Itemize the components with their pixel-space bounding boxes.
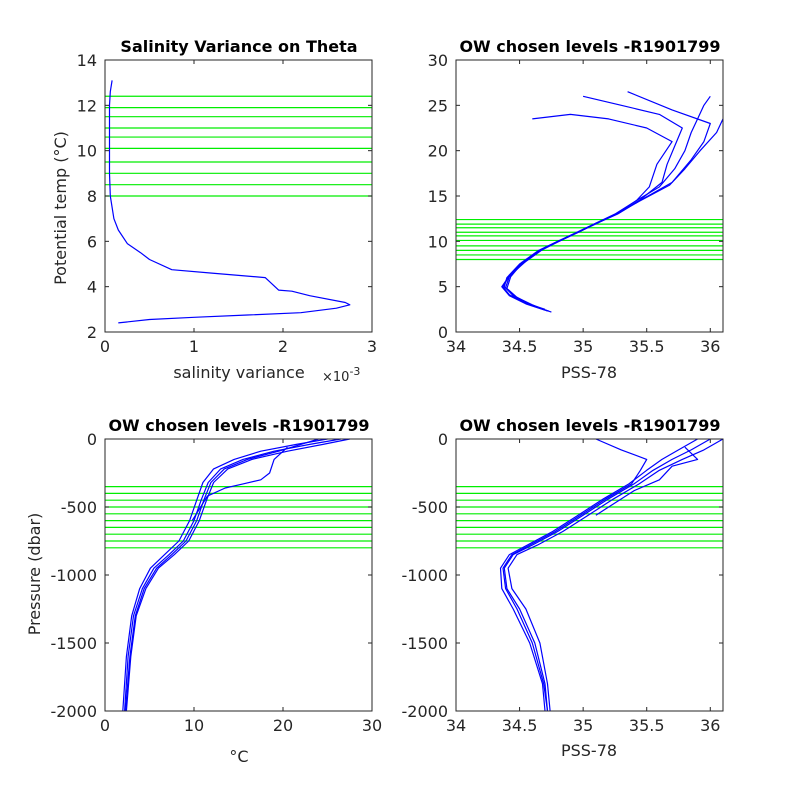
y-tick-label-3-3: -500: [61, 498, 97, 517]
panel-2-xlabel: PSS-78: [561, 363, 617, 382]
profile-line-3-2: [122, 438, 328, 712]
y-tick-label-2-1: 5: [438, 278, 448, 297]
profile-line-3-1: [125, 438, 350, 712]
panel-1-x-multiplier: ×10-3: [322, 365, 360, 385]
x-tick-label-2-0: 34: [446, 337, 466, 356]
axes-box-2: [455, 59, 724, 333]
x-tick-label-4-3: 35.5: [629, 716, 665, 735]
profile-line-2-4: [505, 91, 711, 312]
x-tick-label-1-2: 2: [278, 337, 288, 356]
panel-1-x-multiplier-base: ×10: [322, 370, 349, 385]
x-tick-label-4-2: 35: [573, 716, 593, 735]
y-tick-label-2-3: 15: [428, 187, 448, 206]
x-tick-label-2-3: 35.5: [629, 337, 665, 356]
y-tick-label-2-4: 20: [428, 142, 448, 161]
panel-3-title: OW chosen levels -R1901799: [108, 416, 369, 435]
profile-line-4-1: [499, 438, 698, 712]
panel-pressure-temperature: OW chosen levels -R1901799 0 10 20 30 -2000 -…: [25, 416, 382, 766]
x-tick-label-1-0: 0: [100, 337, 110, 356]
axes-box-3: [104, 438, 373, 712]
profile-line-2-3: [501, 113, 673, 311]
panel-3-xlabel: °C: [229, 747, 248, 766]
y-tick-label-3-0: -2000: [51, 702, 98, 721]
profile-line-1-0: [108, 80, 351, 324]
x-tick-label-2-2: 35: [573, 337, 593, 356]
panel-1-ylabel: Potential temp (°C): [51, 131, 70, 285]
x-tick-label-3-1: 10: [184, 716, 204, 735]
panel-4-plot: 34 34.5 35 35.5 36 -2000 -1500 -1000 -500 0: [402, 430, 724, 735]
y-tick-label-2-6: 30: [428, 51, 448, 70]
profile-line-2-1: [502, 95, 683, 310]
profile-line-4-0: [503, 438, 711, 712]
panel-theta-salinity: OW chosen levels -R1901799 34 34.5 35 35.5 3…: [428, 37, 724, 382]
x-tick-label-3-0: 0: [100, 716, 110, 735]
y-tick-label-4-2: -1000: [402, 566, 449, 585]
y-tick-label-4-1: -1500: [402, 634, 449, 653]
y-tick-label-1-5: 12: [77, 96, 97, 115]
profile-line-3-0: [124, 438, 342, 712]
y-tick-label-2-5: 25: [428, 96, 448, 115]
x-tick-label-4-1: 34.5: [502, 716, 538, 735]
y-tick-label-4-3: -500: [412, 498, 448, 517]
y-tick-label-1-4: 10: [77, 142, 97, 161]
panel-2-title: OW chosen levels -R1901799: [459, 37, 720, 56]
x-tick-label-4-0: 34: [446, 716, 466, 735]
y-tick-label-1-6: 14: [77, 51, 97, 70]
y-tick-label-3-1: -1500: [51, 634, 98, 653]
panel-pressure-salinity: OW chosen levels -R1901799 34 34.5 35 35.5 3…: [402, 416, 724, 760]
panel-4-xlabel: PSS-78: [561, 741, 617, 760]
y-tick-label-2-0: 0: [438, 323, 448, 342]
panel-3-plot: 0 10 20 30 -2000 -1500 -1000 -500 0: [51, 430, 383, 735]
profile-line-4-3: [502, 438, 648, 712]
panel-2-plot: 34 34.5 35 35.5 36 0 5 10 15 20 25 30: [428, 51, 724, 356]
y-tick-label-1-0: 2: [87, 323, 97, 342]
y-tick-label-1-3: 8: [87, 187, 97, 206]
x-tick-label-2-1: 34.5: [502, 337, 538, 356]
x-tick-label-4-4: 36: [700, 716, 720, 735]
panel-3-ylabel: Pressure (dbar): [25, 513, 44, 636]
panel-1-xlabel: salinity variance: [173, 363, 304, 382]
profile-line-3-3: [124, 438, 319, 712]
profile-line-2-0: [503, 95, 711, 312]
panel-1-x-multiplier-exp: -3: [349, 365, 360, 378]
y-tick-label-3-2: -1000: [51, 566, 98, 585]
x-tick-label-1-3: 3: [367, 337, 377, 356]
x-tick-label-2-4: 36: [700, 337, 720, 356]
y-tick-label-2-2: 10: [428, 232, 448, 251]
y-tick-label-4-4: 0: [438, 430, 448, 449]
profile-line-3-4: [191, 446, 288, 521]
y-tick-label-3-4: 0: [87, 430, 97, 449]
x-tick-label-1-1: 1: [189, 337, 199, 356]
axes-box-4: [455, 438, 724, 712]
panel-1-title: Salinity Variance on Theta: [120, 37, 357, 56]
y-tick-label-1-1: 4: [87, 278, 97, 297]
panel-4-title: OW chosen levels -R1901799: [459, 416, 720, 435]
y-tick-label-4-0: -2000: [402, 702, 449, 721]
x-tick-label-3-3: 30: [362, 716, 382, 735]
profile-line-4-2: [507, 438, 724, 712]
x-tick-label-3-2: 20: [273, 716, 293, 735]
panel-salinity-variance: Salinity Variance on Theta 0 1 2 3246810121…: [51, 37, 377, 385]
profile-line-4-4: [595, 446, 699, 516]
y-tick-label-1-2: 6: [87, 232, 97, 251]
